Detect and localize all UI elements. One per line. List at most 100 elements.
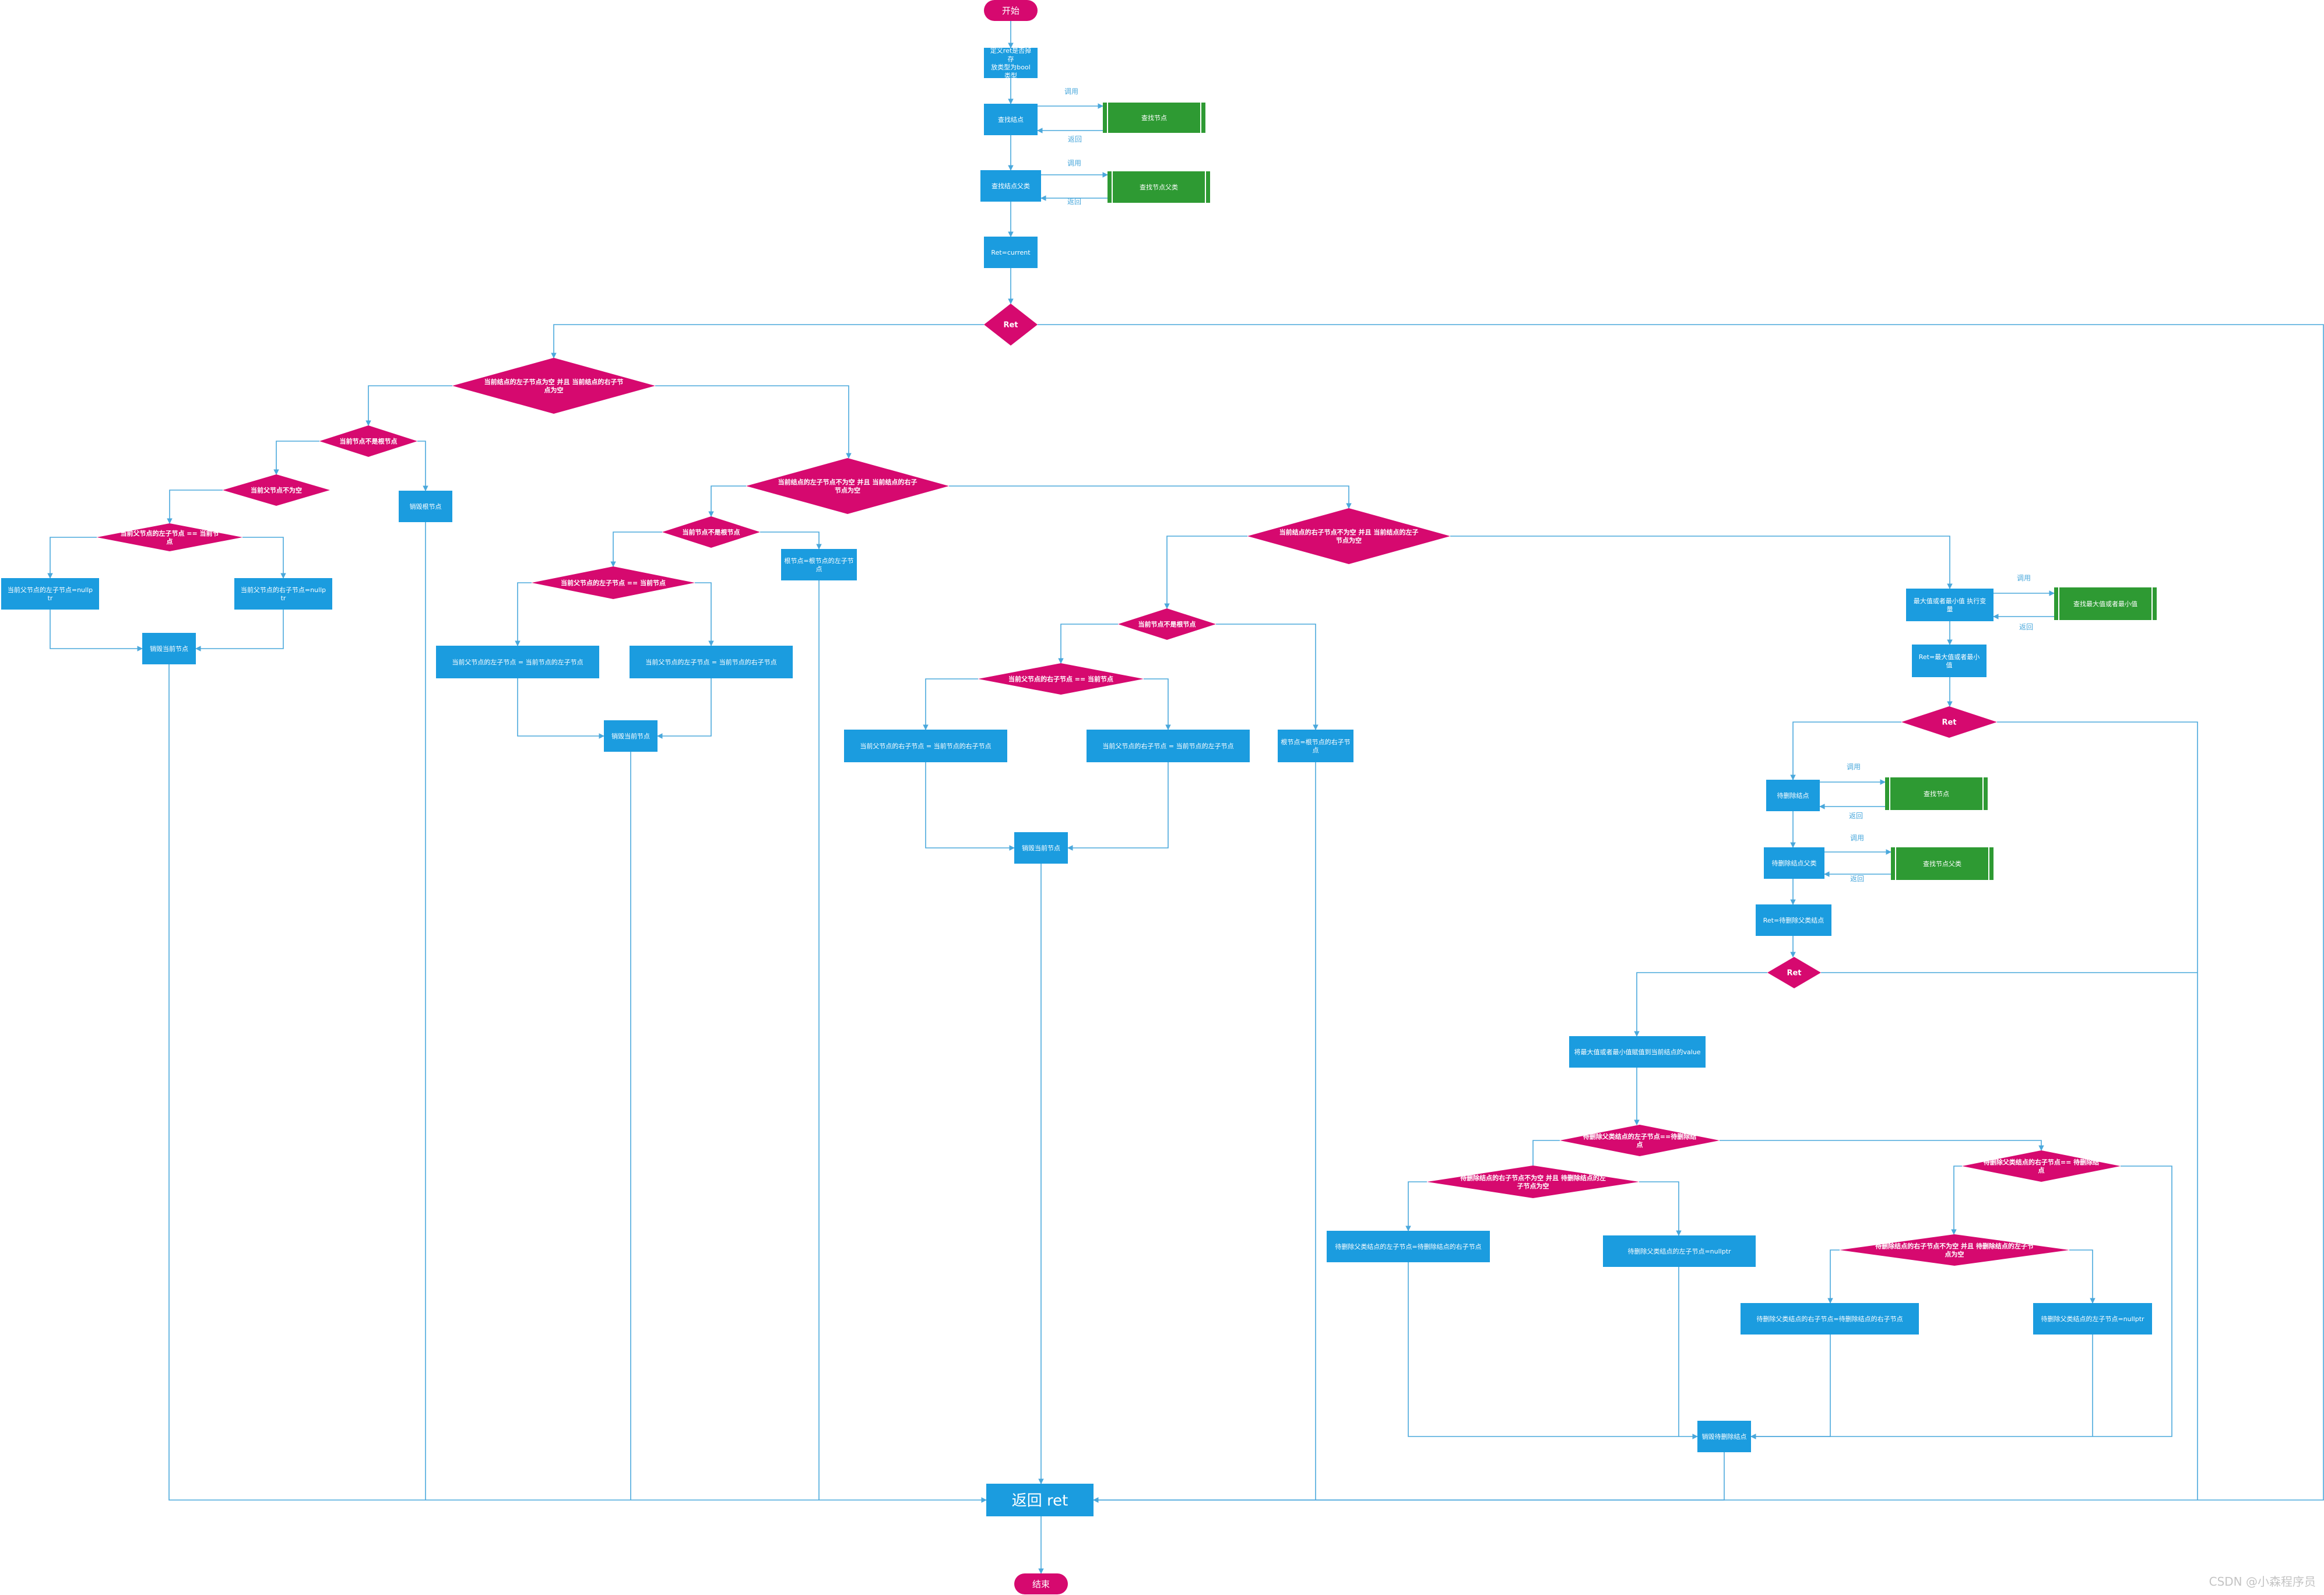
node-label: 销毁当前节点 — [611, 732, 650, 740]
node-label: 结束 — [1032, 1579, 1050, 1589]
node-label: 销毁当前节点 — [150, 645, 188, 653]
connector — [551, 324, 984, 358]
node-label: Ret — [1787, 969, 1801, 978]
node-label: 当前父节点的右子节点 == 当前节点 — [1008, 675, 1113, 683]
node-sub-findp-del: 查找节点父类 — [1891, 847, 1993, 880]
node-p-return: 返回 ret — [986, 1484, 1094, 1516]
node-p-find-del: 待删除结点 — [1766, 780, 1820, 811]
node-label: 定义ret是否掉存放类型为bool 类型 — [990, 47, 1031, 80]
connector — [515, 582, 532, 646]
node-label: 当前节点不是根节点 — [340, 437, 398, 445]
node-label: 当前节点不是根节点 — [1138, 620, 1196, 628]
node-label: 根节点=根节点的左子节点 — [784, 557, 853, 573]
connector — [1144, 678, 1171, 730]
connector — [1450, 536, 1953, 589]
connector — [923, 678, 978, 730]
node-label: 待删除父类结点的左子节点=nullptr — [1627, 1247, 1731, 1255]
node-d-both-null: 当前结点的左子节点为空 并且 当前结点的右子节点为空 — [452, 358, 655, 414]
node-label: 待删除结点 — [1777, 791, 1809, 800]
node-label: 销毁当前节点 — [1022, 844, 1060, 852]
node-d-del-left-notnull: 待删除结点的右子节点不为空 并且 待删除结点的左子节点为空 — [1427, 1166, 1639, 1198]
edge-label: 返回 — [1067, 198, 1081, 206]
node-label: 当前父节点的左子节点 = 当前节点的左子节点 — [452, 658, 583, 666]
node-p-swap: 将最大值或者最小值赋值到当前结点的value — [1569, 1036, 1706, 1068]
node-label: 当前结点的左子节点不为空 并且 当前结点的右子节点为空 — [778, 478, 917, 494]
connector — [1093, 1452, 1725, 1503]
node-label: 查找节点父类 — [1923, 860, 1961, 868]
connector — [1720, 1140, 2044, 1151]
connector — [655, 385, 852, 459]
node-d-del-right-notnull: 待删除结点的右子节点不为空 并且 待删除结点的左子节点为空 — [1840, 1234, 2069, 1266]
connector — [1058, 624, 1118, 664]
connector — [1532, 1140, 1560, 1166]
connector — [1634, 972, 1767, 1037]
node-d-pdr-eq: 待删除父类结点的右子节点== 待删除结点 — [1962, 1150, 2121, 1182]
node-label: Ret=最大值或者最小值 — [1919, 653, 1980, 669]
connector — [1639, 1181, 1682, 1236]
edge-label: 调用 — [1067, 159, 1081, 167]
node-label: 将最大值或者最小值赋值到当前结点的value — [1574, 1048, 1700, 1056]
node-start: 开始 — [984, 0, 1038, 21]
node-findp1: 查找结点父类 — [980, 170, 1041, 202]
node-p-pr-null: 当前父节点的右子节点=nullp tr — [234, 578, 332, 610]
node-label: 查找节点 — [1141, 114, 1167, 122]
node-p-destroy-del: 销毁待删除结点 — [1697, 1421, 1751, 1452]
connector — [517, 678, 604, 739]
node-label: 待删除父类结点的右子节点== 待删除结点 — [1983, 1158, 2099, 1174]
connector — [695, 582, 714, 646]
connector — [1750, 1166, 2172, 1439]
connector — [610, 531, 662, 567]
node-label: Ret=current — [991, 249, 1031, 256]
node-label: 当前父节点的右子节点=nullp tr — [241, 586, 326, 602]
node-label: 当前父节点的左子节点=nullp tr — [8, 586, 93, 602]
connector — [1790, 721, 1901, 780]
node-label: 当前父节点的右子节点 = 当前节点的左子节点 — [1102, 742, 1233, 750]
node-label: 返回 ret — [1012, 1492, 1068, 1509]
node-p-pr-set-left: 当前父节点的左子节点 = 当前节点的右子节点 — [630, 646, 793, 678]
node-label: 查找结点 — [998, 115, 1024, 124]
node-p-pl-set-left: 当前父节点的左子节点 = 当前节点的左子节点 — [436, 646, 599, 678]
node-p-pl-set-right: 当前父节点的右子节点 = 当前节点的左子节点 — [1087, 730, 1250, 762]
node-ret-assign: Ret=current — [984, 237, 1038, 268]
node-p-del2: 销毁当前节点 — [604, 720, 658, 752]
node-label: Ret — [1942, 719, 1956, 727]
node-sub-find1: 查找节点 — [1103, 103, 1205, 133]
node-label: 根节点=根节点的右子节点 — [1281, 738, 1350, 754]
node-d-ret2: Ret — [1901, 706, 1997, 738]
connector — [1408, 1262, 1698, 1439]
node-label: 当前节点不是根节点 — [683, 528, 740, 536]
node-d-isroot3: 当前节点不是根节点 — [1118, 608, 1216, 640]
node-label: 当前结点的右子节点不为空 并且 当前结点的左子节点为空 — [1279, 528, 1419, 544]
connector — [273, 441, 319, 475]
connector — [1951, 1166, 1962, 1235]
node-d-right-only: 当前结点的右子节点不为空 并且 当前结点的左子节点为空 — [1247, 508, 1450, 564]
node-p-ret-max: Ret=最大值或者最小值 — [1912, 645, 1987, 677]
connector — [1405, 1181, 1427, 1231]
node-end: 结束 — [1014, 1573, 1068, 1594]
connector — [1750, 1335, 1831, 1439]
edge-label: 返回 — [2019, 623, 2033, 631]
edge-label: 调用 — [1850, 834, 1864, 842]
connector — [949, 485, 1352, 509]
node-label: 待删除结点的右子节点不为空 并且 待删除结点的左子节点为空 — [1460, 1174, 1606, 1190]
edge-label: 返回 — [1849, 812, 1863, 820]
edge-label: 返回 — [1850, 875, 1864, 883]
connector — [242, 537, 286, 579]
connector — [417, 441, 428, 491]
node-p-del-root1: 销毁根节点 — [399, 491, 452, 522]
node-d-pl-eq: 当前父节点的左子节点 == 当前节点 — [97, 523, 242, 551]
node-p-del3: 销毁当前节点 — [1014, 832, 1068, 864]
node-sub-find-del: 查找节点 — [1885, 777, 1988, 810]
node-d-pl-eq2: 当前父节点的左子节点 == 当前节点 — [532, 566, 695, 599]
node-label: 查找节点 — [1924, 790, 1949, 798]
node-d-pdl-eq: 待删除父类结点的左子节点==待删除结点 — [1560, 1125, 1720, 1156]
node-d-left-only: 当前结点的左子节点不为空 并且 当前结点的右子节点为空 — [746, 458, 949, 514]
connector — [1216, 624, 1319, 730]
node-label: 查找最大值或者最小值 — [2073, 600, 2137, 608]
node-p-root-left: 根节点=根节点的左子节点 — [781, 549, 857, 580]
connector — [1164, 536, 1247, 609]
node-d-isroot2: 当前节点不是根节点 — [662, 516, 760, 548]
connector — [365, 385, 452, 426]
